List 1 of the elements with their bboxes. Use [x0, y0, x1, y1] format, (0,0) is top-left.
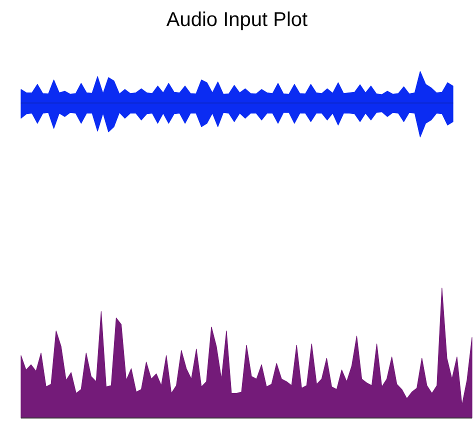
chart-title: Audio Input Plot — [166, 9, 308, 31]
